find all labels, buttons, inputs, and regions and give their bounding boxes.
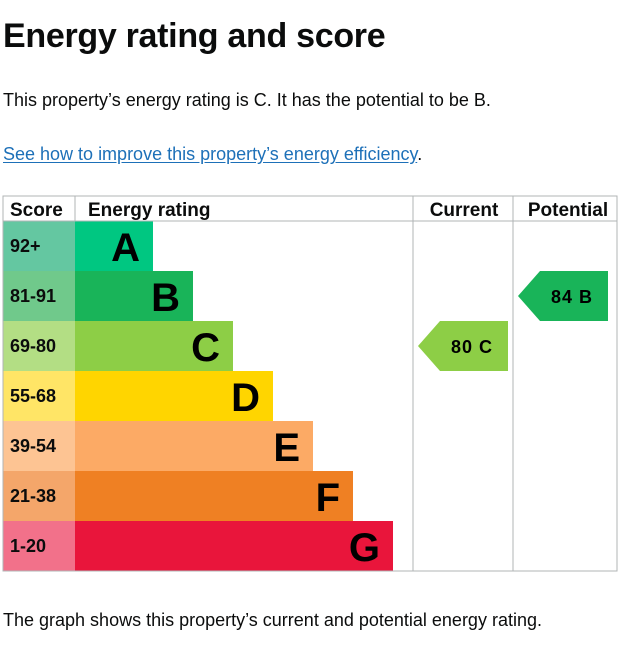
score-range-label: 21-38: [10, 486, 56, 506]
score-cell-b: [3, 271, 75, 321]
score-range-label: 1-20: [10, 536, 46, 556]
rating-bar-b: [75, 271, 193, 321]
score-range-label: 81-91: [10, 286, 56, 306]
column-header-potential: Potential: [528, 200, 608, 221]
page-title: Energy rating and score: [3, 17, 386, 55]
score-cell-f: [3, 471, 75, 521]
potential-rating-label: 84 B: [551, 287, 593, 307]
score-range-label: 39-54: [10, 436, 56, 456]
current-rating-label: 80 C: [451, 337, 493, 357]
score-range-label: 92+: [10, 236, 41, 256]
score-range-label: 55-68: [10, 386, 56, 406]
rating-letter: B: [151, 276, 180, 320]
rating-bar-e: [75, 421, 313, 471]
current-arrow: [418, 321, 508, 371]
potential-arrow: [518, 271, 608, 321]
rating-bar-g: [75, 521, 393, 571]
rating-letter: E: [273, 426, 300, 470]
rating-summary: This property’s energy rating is C. It h…: [3, 90, 491, 110]
score-cell-e: [3, 421, 75, 471]
score-range-label: 69-80: [10, 336, 56, 356]
energy-rating-chart: Score Energy rating Current Potential 92+ A 81…: [2, 195, 618, 572]
rating-bar-d: [75, 371, 273, 421]
column-header-current: Current: [430, 200, 499, 221]
link-suffix: .: [417, 144, 423, 164]
score-cell-a: [3, 221, 75, 271]
chart-border: [2, 195, 618, 572]
column-header-score: Score: [10, 200, 63, 221]
score-cell-c: [3, 321, 75, 371]
rating-bar-c: [75, 321, 233, 371]
improve-link-line: See how to improve this property’s energ…: [3, 142, 422, 166]
rating-letter: D: [231, 376, 260, 420]
rating-bar-f: [75, 471, 353, 521]
rating-letter: A: [111, 226, 140, 270]
rating-bar-a: [75, 221, 153, 271]
rating-letter: F: [316, 476, 340, 520]
score-cell-g: [3, 521, 75, 571]
column-header-energy-rating: Energy rating: [88, 200, 210, 221]
score-cell-d: [3, 371, 75, 421]
chart-caption: The graph shows this property’s current …: [3, 610, 542, 630]
rating-letter: G: [349, 526, 380, 570]
rating-letter: C: [191, 326, 220, 370]
improve-efficiency-link[interactable]: See how to improve this property’s energ…: [3, 144, 418, 164]
